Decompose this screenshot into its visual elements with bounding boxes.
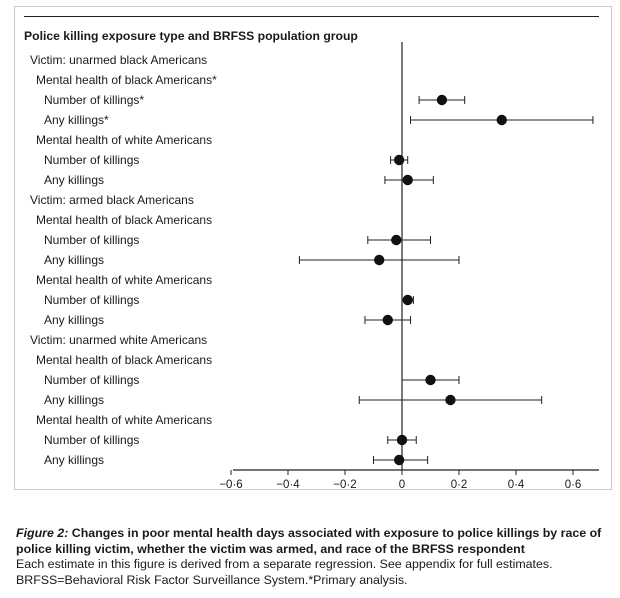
- x-axis-title: Change in poor mental health days: [311, 499, 497, 500]
- point-estimate: [374, 254, 385, 266]
- row-label: Mental health of white Americans: [36, 273, 213, 287]
- row-label: Any killings: [44, 253, 105, 267]
- point-estimate: [402, 294, 413, 306]
- x-tick-label: 0·6: [565, 479, 582, 491]
- table-header: Police killing exposure type and BRFSS p…: [24, 29, 358, 43]
- row-label: Number of killings: [44, 233, 140, 247]
- row-label: Victim: unarmed black Americans: [30, 53, 208, 67]
- row-label: Victim: armed black Americans: [30, 193, 194, 207]
- row-label: Any killings: [44, 453, 105, 467]
- x-tick-label: −0·6: [219, 479, 242, 491]
- point-estimate: [496, 114, 507, 126]
- row-label: Number of killings*: [44, 93, 145, 107]
- row-label: Victim: unarmed white Americans: [30, 333, 208, 347]
- point-estimate: [396, 434, 408, 446]
- row-label: Mental health of white Americans: [36, 133, 213, 147]
- row-label: Number of killings: [44, 373, 140, 387]
- x-tick-label: 0·4: [508, 479, 525, 491]
- row-label: Number of killings: [44, 433, 140, 447]
- row-label: Any killings*: [44, 113, 109, 127]
- x-tick-label: 0: [399, 479, 405, 491]
- x-tick-label: −0·2: [333, 479, 356, 491]
- point-estimate: [402, 174, 413, 186]
- caption-title: Changes in poor mental health days assoc…: [16, 526, 602, 556]
- row-label: Number of killings: [44, 293, 140, 307]
- caption-note: Each estimate in this figure is derived …: [16, 557, 553, 587]
- row-label: Mental health of black Americans: [36, 353, 213, 367]
- caption-label: Figure 2:: [16, 526, 69, 540]
- point-estimate: [393, 154, 405, 166]
- row-label: Mental health of black Americans: [36, 213, 213, 227]
- row-label: Any killings: [44, 173, 105, 187]
- point-estimate: [425, 374, 436, 386]
- x-tick-label: −0·4: [276, 479, 300, 491]
- row-label: Number of killings: [44, 153, 140, 167]
- point-estimate: [436, 94, 448, 106]
- row-label: Any killings: [44, 393, 105, 407]
- row-label: Mental health of white Americans: [36, 413, 213, 427]
- forest-plot: −0·6 −0·4 −0·2 0 0·2 0·4 0·6 Change in poor men…: [219, 42, 599, 500]
- row-label: Any killings: [44, 313, 105, 327]
- row-label: Mental health of black Americans*: [36, 73, 217, 87]
- figure-frame: [14, 6, 612, 490]
- point-estimate: [391, 234, 402, 246]
- point-estimate: [382, 314, 393, 326]
- point-estimate: [445, 394, 456, 406]
- point-estimate: [393, 454, 405, 466]
- top-rule: [24, 16, 599, 17]
- x-tick-label: 0·2: [451, 479, 468, 491]
- figure-caption: Figure 2: Changes in poor mental health …: [16, 526, 616, 588]
